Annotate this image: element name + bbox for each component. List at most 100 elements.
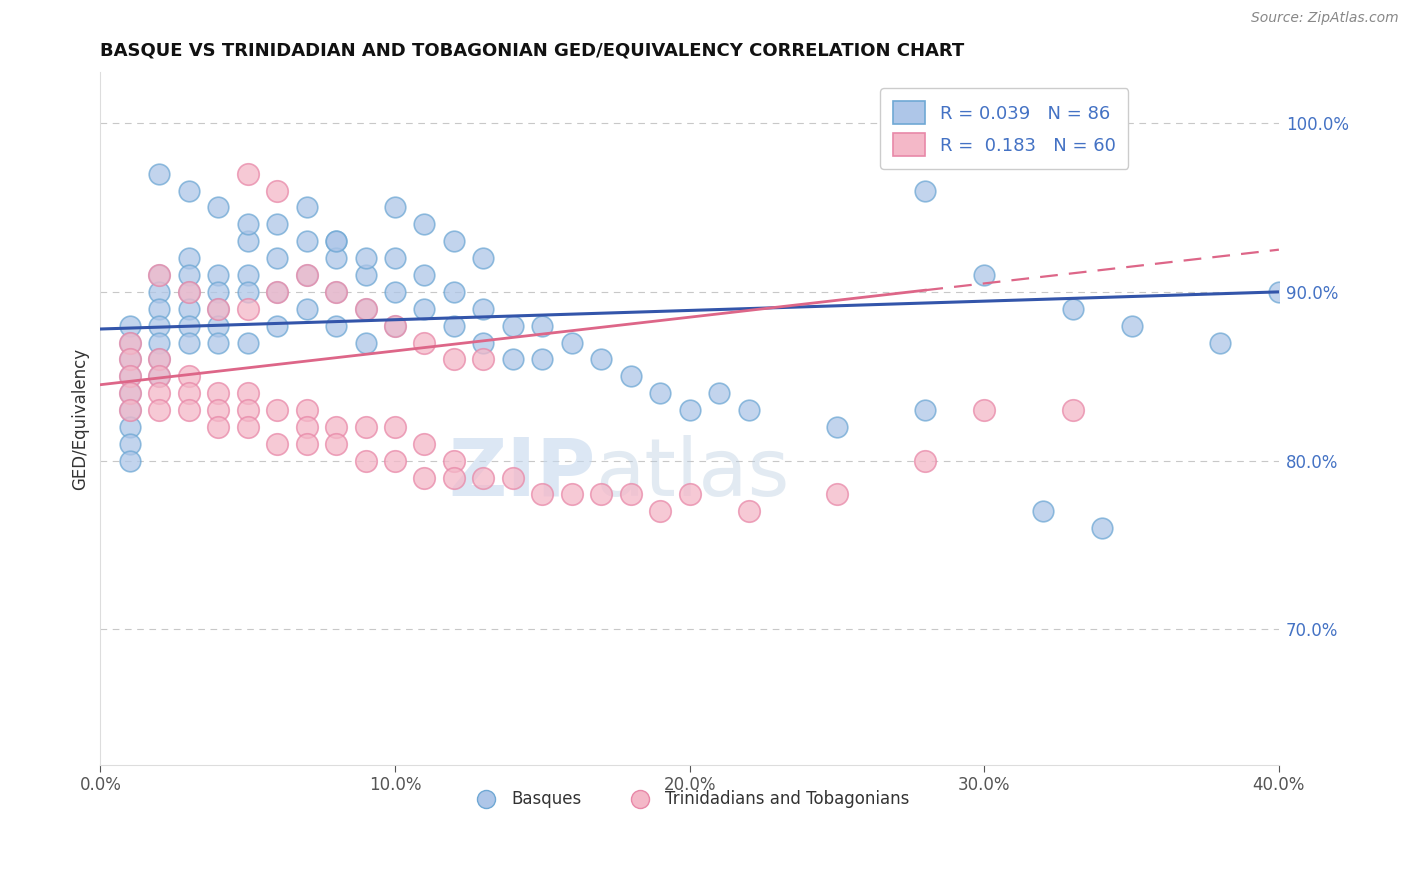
Point: [737, 504, 759, 518]
Point: [1121, 318, 1143, 333]
Point: [531, 352, 554, 367]
Text: atlas: atlas: [595, 434, 790, 513]
Point: [384, 251, 406, 265]
Legend: Basques, Trinidadians and Tobagonians: Basques, Trinidadians and Tobagonians: [463, 784, 917, 815]
Point: [236, 386, 259, 401]
Point: [207, 268, 229, 282]
Point: [266, 251, 288, 265]
Point: [914, 403, 936, 417]
Point: [472, 301, 495, 316]
Point: [502, 352, 524, 367]
Point: [707, 386, 730, 401]
Point: [354, 335, 377, 350]
Point: [148, 268, 170, 282]
Point: [266, 318, 288, 333]
Point: [325, 285, 347, 299]
Point: [325, 234, 347, 248]
Text: Source: ZipAtlas.com: Source: ZipAtlas.com: [1251, 11, 1399, 25]
Point: [413, 437, 436, 451]
Point: [295, 301, 318, 316]
Point: [177, 184, 200, 198]
Point: [118, 352, 141, 367]
Point: [413, 268, 436, 282]
Point: [384, 285, 406, 299]
Point: [295, 201, 318, 215]
Text: BASQUE VS TRINIDADIAN AND TOBAGONIAN GED/EQUIVALENCY CORRELATION CHART: BASQUE VS TRINIDADIAN AND TOBAGONIAN GED…: [100, 42, 965, 60]
Point: [472, 251, 495, 265]
Point: [236, 335, 259, 350]
Point: [443, 285, 465, 299]
Point: [118, 386, 141, 401]
Point: [148, 335, 170, 350]
Point: [207, 301, 229, 316]
Point: [266, 403, 288, 417]
Point: [118, 420, 141, 434]
Point: [531, 318, 554, 333]
Point: [295, 268, 318, 282]
Point: [1062, 403, 1084, 417]
Point: [295, 437, 318, 451]
Point: [825, 420, 848, 434]
Point: [207, 386, 229, 401]
Point: [177, 403, 200, 417]
Point: [236, 167, 259, 181]
Point: [384, 201, 406, 215]
Point: [236, 403, 259, 417]
Point: [148, 352, 170, 367]
Point: [443, 234, 465, 248]
Point: [650, 504, 672, 518]
Point: [148, 285, 170, 299]
Point: [207, 335, 229, 350]
Point: [148, 352, 170, 367]
Point: [118, 403, 141, 417]
Point: [118, 335, 141, 350]
Point: [148, 403, 170, 417]
Point: [266, 285, 288, 299]
Point: [737, 403, 759, 417]
Point: [148, 369, 170, 384]
Point: [1062, 301, 1084, 316]
Point: [354, 453, 377, 467]
Point: [443, 318, 465, 333]
Point: [177, 369, 200, 384]
Point: [118, 453, 141, 467]
Point: [472, 470, 495, 484]
Point: [118, 352, 141, 367]
Point: [236, 234, 259, 248]
Point: [678, 487, 700, 501]
Point: [118, 403, 141, 417]
Point: [620, 369, 643, 384]
Point: [1091, 521, 1114, 535]
Point: [1268, 285, 1291, 299]
Point: [177, 268, 200, 282]
Point: [148, 369, 170, 384]
Point: [650, 386, 672, 401]
Y-axis label: GED/Equivalency: GED/Equivalency: [72, 347, 89, 490]
Point: [502, 470, 524, 484]
Point: [295, 403, 318, 417]
Point: [620, 487, 643, 501]
Point: [118, 369, 141, 384]
Point: [148, 318, 170, 333]
Point: [177, 318, 200, 333]
Point: [177, 301, 200, 316]
Point: [295, 234, 318, 248]
Point: [207, 301, 229, 316]
Point: [413, 470, 436, 484]
Point: [384, 420, 406, 434]
Point: [413, 335, 436, 350]
Point: [914, 184, 936, 198]
Point: [413, 301, 436, 316]
Point: [825, 487, 848, 501]
Point: [354, 301, 377, 316]
Point: [295, 420, 318, 434]
Point: [266, 285, 288, 299]
Point: [384, 318, 406, 333]
Point: [266, 437, 288, 451]
Point: [325, 437, 347, 451]
Point: [472, 335, 495, 350]
Point: [266, 184, 288, 198]
Point: [295, 268, 318, 282]
Point: [384, 453, 406, 467]
Point: [1032, 504, 1054, 518]
